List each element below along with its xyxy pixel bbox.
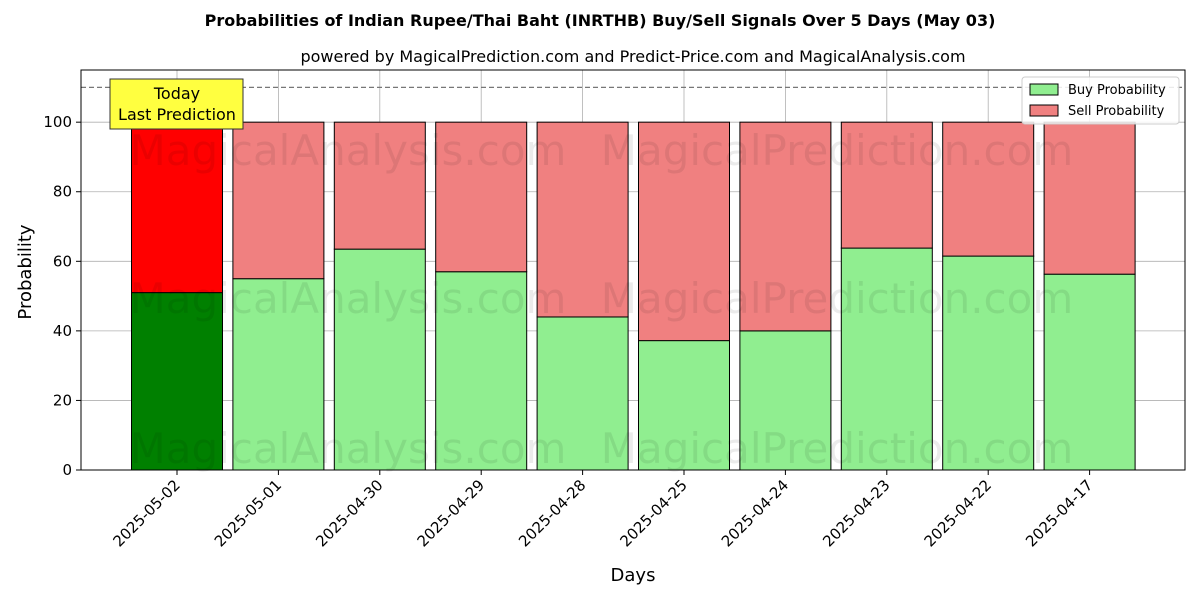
x-axis-label: Days [611, 565, 656, 586]
y-axis-label: Probability [15, 224, 36, 319]
y-tick-label: 60 [53, 252, 72, 270]
x-tick-label: 2025-04-17 [1022, 476, 1096, 550]
bar-buy-2025-04-24 [739, 330, 832, 471]
x-tick-label: 2025-04-30 [312, 476, 386, 550]
watermark-text: MagicalPrediction.com [601, 126, 1074, 175]
watermark-text: MagicalPrediction.com [601, 274, 1074, 323]
bar-sell-2025-04-29 [435, 121, 528, 273]
bar-sell-2025-04-28 [536, 121, 629, 318]
x-tick-label: 2025-04-23 [819, 476, 893, 550]
watermark-text: MagicalAnalysis.com [130, 424, 567, 473]
bar-buy-2025-04-29 [435, 271, 528, 471]
legend-box [1021, 76, 1180, 125]
bar-buy-2025-04-23 [840, 247, 933, 471]
legend-swatch [1029, 83, 1059, 96]
bar-buy-2025-04-28 [536, 316, 629, 471]
bar-buy-2025-04-22 [942, 255, 1035, 471]
legend-label: Buy Probability [1068, 83, 1166, 98]
y-tick-label: 40 [53, 322, 72, 340]
bar-sell-2025-04-23 [840, 121, 933, 249]
y-tick-label: 100 [43, 113, 72, 131]
y-tick-label: 20 [53, 391, 72, 409]
bar-sell-2025-04-17 [1043, 121, 1136, 275]
bar-buy-2025-04-17 [1043, 273, 1136, 471]
y-tick-label: 0 [62, 461, 72, 479]
x-tick-label: 2025-04-29 [414, 476, 488, 550]
legend-swatch [1029, 104, 1059, 117]
bar-sell-2025-04-25 [638, 121, 730, 342]
annotation-line: Today [153, 84, 200, 103]
x-tick-label: 2025-04-28 [515, 476, 589, 550]
x-tick-label: 2025-05-02 [109, 476, 183, 550]
x-tick-label: 2025-05-01 [211, 476, 285, 550]
watermark-text: MagicalPrediction.com [601, 424, 1074, 473]
chart-title: Probabilities of Indian Rupee/Thai Baht … [205, 11, 996, 30]
bar-sell-2025-05-02 [131, 121, 223, 294]
bar-buy-2025-04-25 [638, 340, 730, 471]
plot-frame [80, 69, 1186, 471]
bar-sell-2025-05-01 [232, 121, 325, 280]
watermark-text: MagicalAnalysis.com [130, 126, 567, 175]
legend-label: Sell Probability [1068, 104, 1165, 119]
watermark-text: MagicalAnalysis.com [130, 274, 567, 323]
x-tick-label: 2025-04-24 [718, 476, 792, 550]
y-tick-label: 80 [53, 183, 72, 201]
plot-area: MagicalAnalysis.com MagicalPrediction.com… [43, 69, 1186, 550]
bar-sell-2025-04-22 [942, 121, 1035, 257]
x-tick-label: 2025-04-25 [616, 476, 690, 550]
annotation-line: Last Prediction [118, 105, 236, 124]
bar-sell-2025-04-24 [739, 121, 832, 332]
x-tick-label: 2025-04-22 [921, 476, 995, 550]
bar-buy-2025-05-02 [131, 292, 223, 471]
chart-subtitle: powered by MagicalPrediction.com and Pre… [300, 47, 965, 66]
annotation-box [109, 78, 244, 130]
bar-sell-2025-04-30 [333, 121, 426, 250]
bar-buy-2025-04-30 [333, 248, 426, 471]
